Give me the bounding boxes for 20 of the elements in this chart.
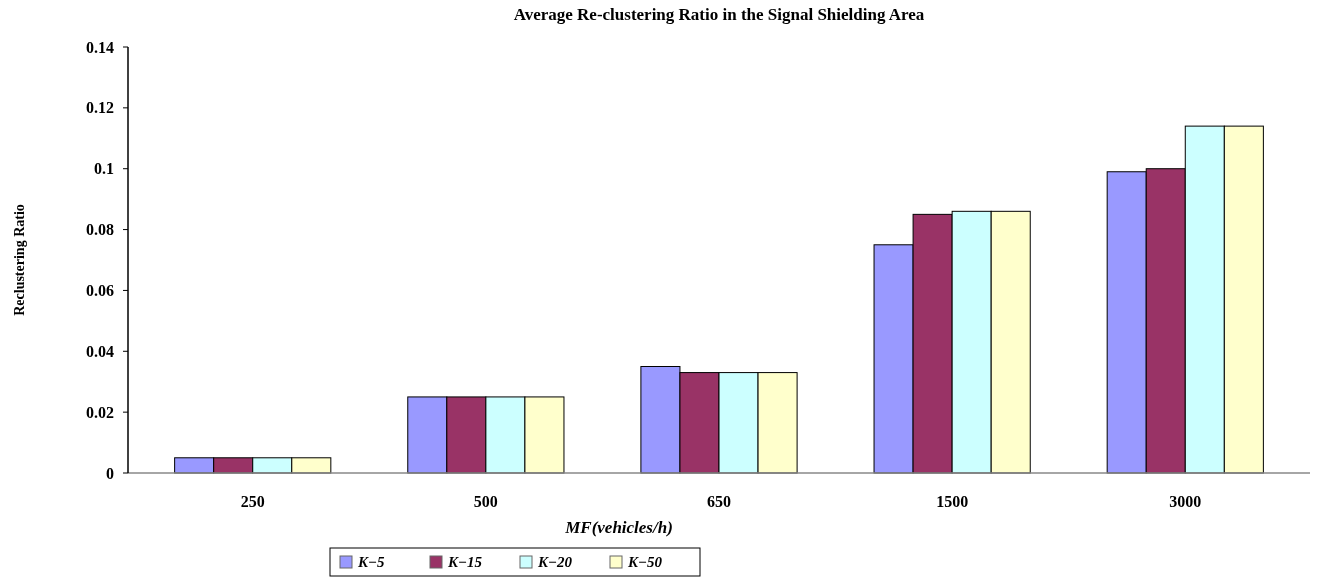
y-tick-label: 0.04 bbox=[86, 342, 114, 360]
y-tick-label: 0.1 bbox=[94, 160, 114, 178]
legend-label: K−50 bbox=[627, 554, 663, 571]
x-tick-label: 500 bbox=[473, 493, 498, 510]
y-tick-label: 0.14 bbox=[86, 38, 114, 56]
x-tick-label: 650 bbox=[707, 493, 731, 510]
x-tick-label: 250 bbox=[240, 493, 265, 510]
chart-title: Average Re-clustering Ratio in the Signal Shielding Area bbox=[513, 5, 925, 24]
y-tick-label: 0 bbox=[106, 464, 114, 482]
y-tick-label: 0.12 bbox=[86, 99, 114, 117]
x-axis-title: MF(vehicles/h) bbox=[564, 518, 673, 537]
y-tick-label: 0.08 bbox=[86, 221, 114, 239]
x-tick-label: 3000 bbox=[1169, 493, 1202, 510]
y-tick-label: 0.06 bbox=[86, 282, 114, 300]
legend-label: K−15 bbox=[447, 554, 483, 571]
y-tick-label: 0.02 bbox=[86, 403, 114, 421]
y-axis-title: Reclustering Ratio bbox=[12, 204, 27, 316]
x-tick-label: 1500 bbox=[936, 493, 969, 510]
legend-label: K−20 bbox=[537, 554, 573, 571]
legend-label: K−5 bbox=[357, 554, 386, 571]
